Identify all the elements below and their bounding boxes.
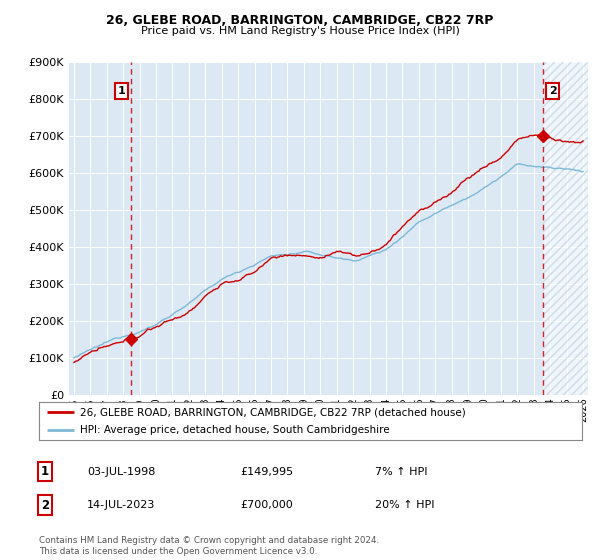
Text: 7% ↑ HPI: 7% ↑ HPI bbox=[375, 466, 427, 477]
Text: 20% ↑ HPI: 20% ↑ HPI bbox=[375, 500, 434, 510]
Text: 03-JUL-1998: 03-JUL-1998 bbox=[87, 466, 155, 477]
Text: £149,995: £149,995 bbox=[240, 466, 293, 477]
Text: 14-JUL-2023: 14-JUL-2023 bbox=[87, 500, 155, 510]
Text: HPI: Average price, detached house, South Cambridgeshire: HPI: Average price, detached house, Sout… bbox=[80, 425, 389, 435]
Text: 2: 2 bbox=[548, 86, 556, 96]
Text: 26, GLEBE ROAD, BARRINGTON, CAMBRIDGE, CB22 7RP (detached house): 26, GLEBE ROAD, BARRINGTON, CAMBRIDGE, C… bbox=[80, 407, 466, 417]
Text: 26, GLEBE ROAD, BARRINGTON, CAMBRIDGE, CB22 7RP: 26, GLEBE ROAD, BARRINGTON, CAMBRIDGE, C… bbox=[106, 14, 494, 27]
Text: 1: 1 bbox=[118, 86, 125, 96]
Text: Contains HM Land Registry data © Crown copyright and database right 2024.
This d: Contains HM Land Registry data © Crown c… bbox=[39, 536, 379, 556]
Text: 2: 2 bbox=[41, 498, 49, 512]
Bar bbox=[542, 62, 591, 395]
Text: Price paid vs. HM Land Registry's House Price Index (HPI): Price paid vs. HM Land Registry's House … bbox=[140, 26, 460, 36]
Text: 1: 1 bbox=[41, 465, 49, 478]
Text: £700,000: £700,000 bbox=[240, 500, 293, 510]
